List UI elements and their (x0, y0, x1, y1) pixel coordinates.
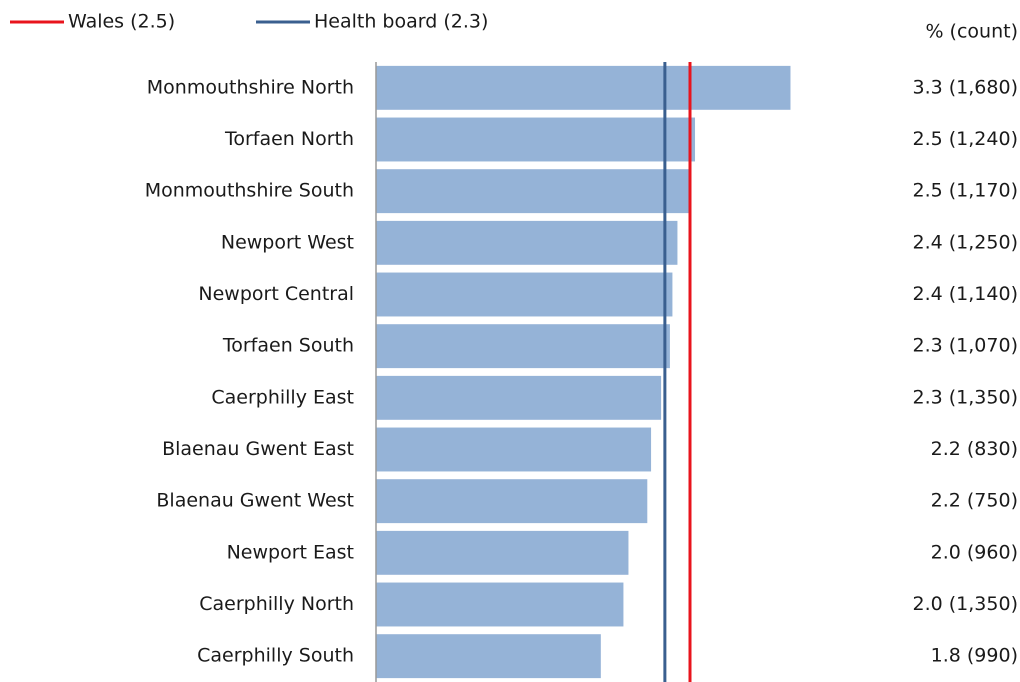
category-label: Newport Central (198, 283, 354, 305)
bar (376, 169, 689, 214)
category-label: Torfaen North (224, 128, 354, 150)
bar (376, 272, 673, 317)
category-label: Caerphilly South (197, 645, 354, 667)
category-label: Caerphilly East (211, 386, 354, 408)
category-label: Caerphilly North (199, 593, 354, 615)
value-label: 2.5 (1,240) (913, 128, 1018, 150)
category-label: Blaenau Gwent West (156, 490, 354, 512)
legend-label: Health board (2.3) (314, 11, 488, 33)
value-label: 2.3 (1,350) (913, 386, 1018, 408)
value-label: 2.4 (1,250) (913, 231, 1018, 253)
value-label: 2.0 (960) (931, 541, 1018, 563)
bar (376, 117, 696, 162)
category-label: Newport East (227, 541, 354, 563)
category-label: Newport West (221, 231, 354, 253)
bar (376, 479, 648, 524)
category-label: Blaenau Gwent East (162, 438, 354, 460)
value-label: 2.3 (1,070) (913, 335, 1018, 357)
bar (376, 634, 601, 679)
bar (376, 530, 629, 575)
value-label: 1.8 (990) (931, 645, 1018, 667)
bar (376, 65, 791, 110)
value-label: 3.3 (1,680) (913, 76, 1018, 98)
bar (376, 324, 670, 369)
value-label: 2.2 (750) (931, 490, 1018, 512)
value-label: 2.4 (1,140) (913, 283, 1018, 305)
legend-label: Wales (2.5) (68, 11, 175, 33)
category-label: Monmouthshire North (147, 76, 354, 98)
value-label: 2.2 (830) (931, 438, 1018, 460)
bar (376, 375, 662, 420)
category-label: Torfaen South (222, 335, 354, 357)
value-label-header: % (count) (925, 21, 1018, 43)
bar (376, 582, 624, 627)
category-label: Monmouthshire South (145, 180, 354, 202)
bar (376, 220, 678, 265)
value-label: 2.0 (1,350) (913, 593, 1018, 615)
value-label: 2.5 (1,170) (913, 180, 1018, 202)
bar (376, 427, 652, 472)
